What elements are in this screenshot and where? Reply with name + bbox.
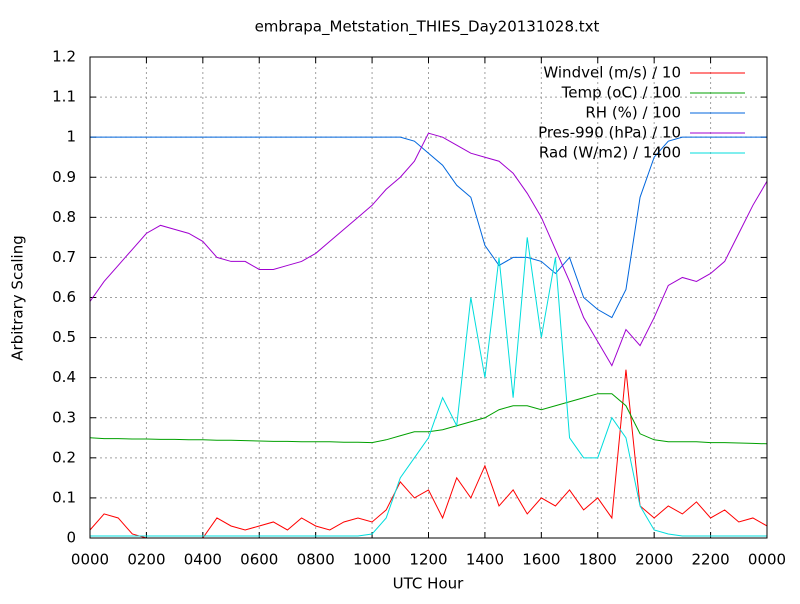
x-tick-label: 2200 xyxy=(691,551,729,569)
y-tick-label: 0.8 xyxy=(52,208,76,226)
x-tick-label: 2000 xyxy=(635,551,673,569)
legend-label: Pres-990 (hPa) / 10 xyxy=(538,124,681,142)
y-tick-label: 1 xyxy=(66,128,76,146)
x-tick-label: 1200 xyxy=(409,551,447,569)
y-tick-label: 1.2 xyxy=(52,48,76,66)
y-tick-label: 0.3 xyxy=(52,408,76,426)
x-tick-label: 1000 xyxy=(353,551,391,569)
legend-label: Windvel (m/s) / 10 xyxy=(543,64,681,82)
x-tick-label: 1800 xyxy=(579,551,617,569)
y-tick-label: 1.1 xyxy=(52,88,76,106)
y-tick-label: 0.1 xyxy=(52,488,76,506)
y-tick-label: 0.5 xyxy=(52,328,76,346)
y-tick-label: 0.7 xyxy=(52,248,76,266)
x-tick-label: 1600 xyxy=(522,551,560,569)
y-tick-label: 0.6 xyxy=(52,288,76,306)
x-tick-label: 0200 xyxy=(127,551,165,569)
y-tick-label: 0.4 xyxy=(52,368,76,386)
x-axis-label: UTC Hour xyxy=(393,575,464,593)
y-tick-label: 0.2 xyxy=(52,448,76,466)
chart-title: embrapa_Metstation_THIES_Day20131028.txt xyxy=(255,18,600,37)
series-line xyxy=(90,237,767,537)
series-line xyxy=(89,393,768,445)
series-line xyxy=(89,132,768,367)
legend-label: Rad (W/m2) / 1400 xyxy=(539,144,681,162)
x-tick-label: 0000 xyxy=(71,551,109,569)
y-axis-label: Arbitrary Scaling xyxy=(9,235,27,361)
plot-border xyxy=(89,56,768,539)
y-tick-label: 0.9 xyxy=(52,168,76,186)
series-line xyxy=(90,136,767,319)
x-tick-label: 0600 xyxy=(240,551,278,569)
x-tick-label: 0000 xyxy=(748,551,786,569)
y-tick-label: 0 xyxy=(66,529,76,547)
x-tick-label: 0400 xyxy=(184,551,222,569)
legend-label: Temp (oC) / 100 xyxy=(561,84,681,102)
x-tick-label: 1400 xyxy=(466,551,504,569)
legend-label: RH (%) / 100 xyxy=(585,104,681,122)
x-tick-label: 0800 xyxy=(297,551,335,569)
